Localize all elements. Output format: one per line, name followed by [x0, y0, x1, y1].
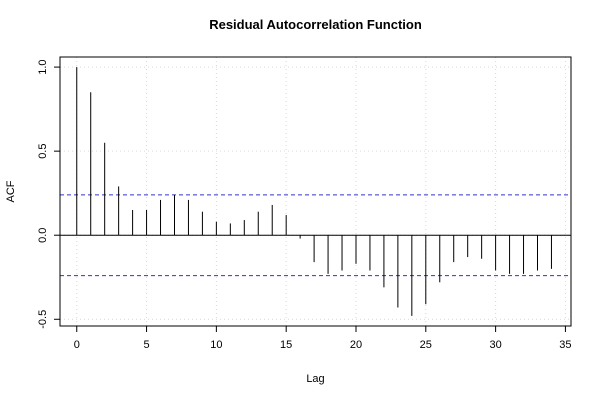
grid-lines	[60, 57, 571, 326]
x-tick-label-1: 5	[144, 339, 150, 351]
plot-frame	[59, 56, 572, 327]
confidence-bounds	[60, 194, 571, 277]
x-tick-label-7: 35	[559, 339, 571, 351]
chart-title: Residual Autocorrelation Function	[209, 17, 422, 32]
y-axis-label: ACF	[5, 180, 17, 202]
x-axis-label: Lag	[306, 373, 324, 385]
y-tick-label-2: 0.5	[37, 144, 49, 159]
y-tick-label-3: 1.0	[37, 59, 49, 74]
x-tick-label-5: 25	[420, 339, 432, 351]
x-tick-label-6: 30	[489, 339, 501, 351]
y-tick-label-1: 0.0	[37, 228, 49, 243]
x-tick-label-4: 20	[350, 339, 362, 351]
axes: 0 5 10 15 20 25 30 35 -0.5 0.0 0.5 1.0	[37, 59, 572, 351]
y-tick-label-0: -0.5	[37, 310, 49, 329]
x-tick-label-3: 15	[280, 339, 292, 351]
x-tick-label-2: 10	[210, 339, 222, 351]
acf-bars	[76, 67, 552, 316]
x-tick-label-0: 0	[74, 339, 80, 351]
